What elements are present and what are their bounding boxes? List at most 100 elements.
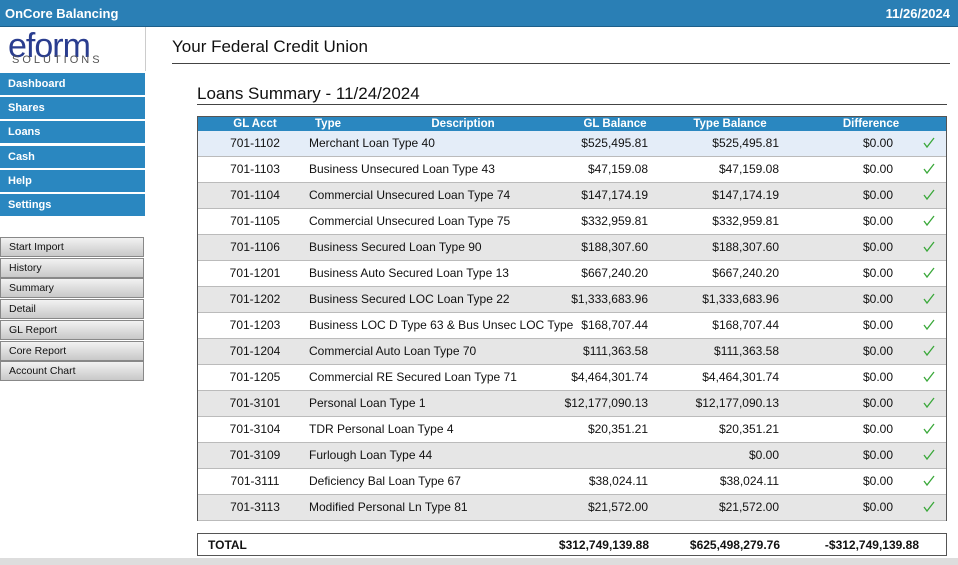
table-row[interactable]: 701-3111 Deficiency Bal Loan Type 67 $38,0…	[198, 469, 946, 495]
table-cell: Commercial Unsecured Loan Type 75	[309, 214, 511, 228]
divider	[172, 63, 950, 64]
table-cell: Deficiency Bal Loan Type 67	[309, 474, 461, 488]
app-date: 11/26/2024	[885, 6, 950, 21]
report-title: Loans Summary - 11/24/2024	[197, 84, 420, 103]
table-cell: $332,959.81	[712, 214, 779, 228]
check	[923, 267, 935, 279]
column-header: Type Balance	[693, 118, 767, 130]
table-cell: $0.00	[862, 318, 893, 332]
table-cell: 701-1201	[229, 266, 281, 280]
nav-button[interactable]: Loans	[0, 121, 145, 143]
sub-nav-button[interactable]: Account Chart	[0, 361, 144, 382]
check	[923, 319, 935, 331]
table-row[interactable]: 701-1204 Commercial Auto Loan Type 70 $111…	[198, 339, 946, 365]
table-cell: 701-1204	[229, 344, 281, 358]
sub-nav-button[interactable]: Summary	[0, 278, 144, 299]
sub-nav-button[interactable]: GL Report	[0, 319, 144, 340]
check-icon	[923, 189, 935, 201]
table-cell: $188,307.60	[712, 240, 779, 254]
taskbar	[0, 558, 958, 565]
table-row[interactable]: 701-1203 Business LOC D Type 63 & Bus Uns…	[198, 313, 946, 339]
table-row[interactable]: 701-1201 Business Auto Secured Loan Type …	[198, 261, 946, 287]
table-cell: $4,464,301.74	[571, 370, 648, 384]
sub-nav-button[interactable]: History	[0, 257, 144, 278]
nav-button[interactable]: Help	[0, 170, 145, 192]
table-cell: 701-1104	[230, 188, 280, 202]
nav-button[interactable]: Cash	[0, 146, 145, 168]
org-name: Your Federal Credit Union	[172, 37, 368, 56]
check-icon	[923, 293, 935, 305]
table-cell: Modified Personal Ln Type 81	[309, 500, 468, 514]
nav-button[interactable]: Dashboard	[0, 73, 145, 95]
divider	[197, 104, 947, 105]
nav-button[interactable]: Shares	[0, 97, 145, 119]
check	[923, 215, 935, 227]
table-cell: $525,495.81	[581, 136, 648, 150]
check-icon	[923, 423, 935, 435]
table-cell: $0.00	[862, 292, 893, 306]
nav-button[interactable]: Settings	[0, 194, 145, 216]
total-cell: -$312,749,139.88	[824, 538, 919, 552]
logo: eform SOLUTIONS	[0, 27, 146, 71]
table-cell: $0.00	[862, 162, 893, 176]
table-cell: 701-3109	[229, 448, 281, 462]
column-header: Type	[315, 118, 341, 130]
table-cell: 701-3113	[230, 500, 280, 514]
check-icon	[923, 241, 935, 253]
table-cell: 701-1102	[230, 136, 280, 150]
logo-tagline: SOLUTIONS	[12, 54, 103, 66]
table-cell: Business Unsecured Loan Type 43	[309, 162, 495, 176]
table-cell: $525,495.81	[712, 136, 779, 150]
table-cell: $47,159.08	[587, 162, 648, 176]
table-cell: $38,024.11	[719, 474, 779, 488]
table-row[interactable]: 701-1106 Business Secured Loan Type 90 $18…	[198, 235, 946, 261]
sub-nav-button[interactable]: Core Report	[0, 340, 144, 361]
table-cell: Furlough Loan Type 44	[309, 448, 433, 462]
table-cell: $332,959.81	[581, 214, 648, 228]
check	[923, 241, 935, 253]
table-cell: $20,351.21	[718, 422, 779, 436]
app-title: OnCore Balancing	[5, 6, 119, 21]
check	[923, 449, 935, 461]
table-cell: $21,572.00	[718, 500, 779, 514]
table-cell: $0.00	[862, 370, 893, 384]
table-cell: $12,177,090.13	[695, 396, 779, 410]
sub-nav-button[interactable]: Start Import	[0, 237, 144, 257]
check	[923, 501, 935, 513]
table-cell: 701-1202	[229, 292, 281, 306]
table-cell: Commercial RE Secured Loan Type 71	[309, 370, 517, 384]
table-row[interactable]: 701-3113 Modified Personal Ln Type 81 $21,…	[198, 495, 946, 521]
table-cell: $21,572.00	[587, 500, 648, 514]
check-icon	[923, 475, 935, 487]
column-header: Difference	[842, 118, 900, 130]
table-row[interactable]: 701-1102 Merchant Loan Type 40 $525,495.81…	[198, 131, 946, 157]
table-cell: 701-1103	[230, 162, 280, 176]
table-cell: $188,307.60	[581, 240, 648, 254]
table-cell: $47,159.08	[718, 162, 779, 176]
table-cell: $0.00	[748, 448, 779, 462]
table-row[interactable]: 701-1202 Business Secured LOC Loan Type 2…	[198, 287, 946, 313]
table-row[interactable]: 701-3101 Personal Loan Type 1 $12,177,090.…	[198, 391, 946, 417]
table-row[interactable]: 701-1205 Commercial RE Secured Loan Type …	[198, 365, 946, 391]
table-row[interactable]: 701-1103 Business Unsecured Loan Type 43 $…	[198, 157, 946, 183]
table-row[interactable]: 701-3104 TDR Personal Loan Type 4 $20,351.…	[198, 417, 946, 443]
total-cell: $625,498,279.76	[689, 538, 780, 552]
column-header: GL Acct	[233, 118, 277, 130]
sub-nav-button[interactable]: Detail	[0, 299, 144, 320]
summary-table: GL Acct Type Description GL Balance Type Bal…	[197, 116, 947, 521]
table-cell: Commercial Auto Loan Type 70	[309, 344, 477, 358]
table-cell: $0.00	[862, 266, 893, 280]
table-cell: TDR Personal Loan Type 4	[309, 422, 454, 436]
check	[923, 189, 935, 201]
check-icon	[923, 267, 935, 279]
table-cell: $1,333,683.96	[571, 292, 648, 306]
check-icon	[923, 215, 935, 227]
check	[923, 371, 935, 383]
table-row[interactable]: 701-1105 Commercial Unsecured Loan Type 7…	[198, 209, 946, 235]
table-cell: 701-1105	[230, 214, 280, 228]
table-row[interactable]: 701-1104 Commercial Unsecured Loan Type 7…	[198, 183, 946, 209]
check-icon	[923, 449, 935, 461]
check	[923, 475, 935, 487]
table-row[interactable]: 701-3109 Furlough Loan Type 44 $0.00 $0.00	[198, 443, 946, 469]
